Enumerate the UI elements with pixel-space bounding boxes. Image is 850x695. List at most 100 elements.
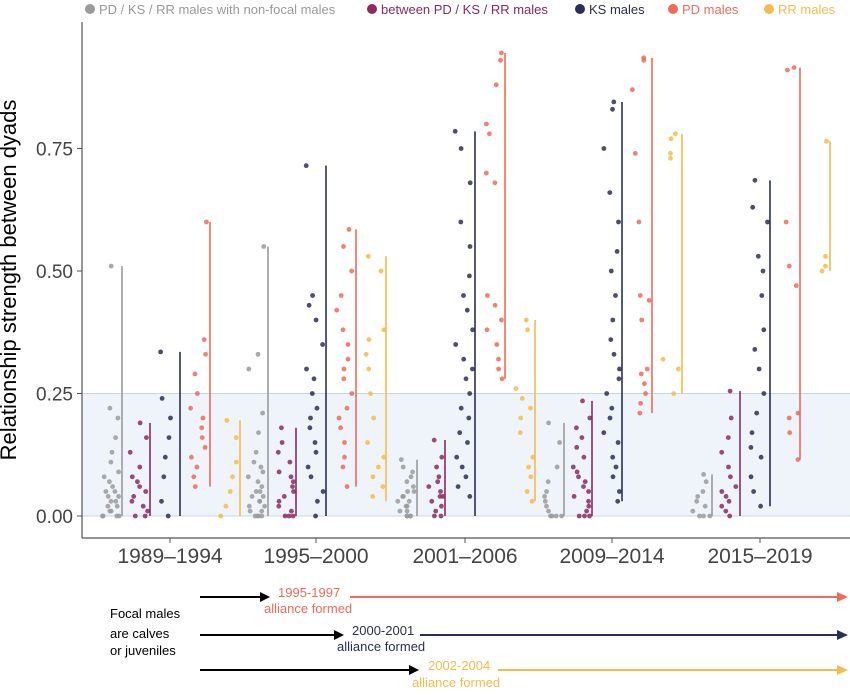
data-point xyxy=(457,430,463,436)
data-point xyxy=(719,503,725,509)
data-point xyxy=(401,494,406,499)
data-point xyxy=(338,293,344,298)
data-point xyxy=(255,479,261,485)
data-point xyxy=(529,498,535,504)
data-point xyxy=(616,376,622,382)
data-point xyxy=(458,146,464,151)
data-point xyxy=(608,268,614,274)
data-point xyxy=(410,469,415,475)
data-point xyxy=(750,204,756,210)
data-point xyxy=(610,317,616,323)
data-point xyxy=(137,484,143,489)
x-tick-label: 2009–2014 xyxy=(559,545,664,568)
data-point xyxy=(786,263,792,269)
data-point xyxy=(636,219,642,225)
data-point xyxy=(259,484,265,489)
data-point xyxy=(549,513,555,519)
data-point xyxy=(199,425,205,431)
data-point xyxy=(336,415,342,421)
data-point xyxy=(727,388,733,394)
data-point xyxy=(617,489,622,494)
data-point xyxy=(499,317,504,323)
legend-label-rr: RR males xyxy=(778,2,836,17)
data-point xyxy=(614,249,620,254)
data-point xyxy=(311,376,317,382)
data-point xyxy=(496,366,501,372)
pd-juvenile-arrowhead xyxy=(260,592,270,602)
data-point xyxy=(641,57,647,63)
x-tick-label: 1989–1994 xyxy=(117,545,222,568)
data-point xyxy=(314,405,320,411)
data-point xyxy=(223,503,229,509)
ks-alliance-arrowhead xyxy=(837,630,848,640)
data-point xyxy=(452,128,458,134)
data-point xyxy=(381,327,387,333)
data-point xyxy=(459,464,465,470)
data-point xyxy=(110,484,115,489)
data-point xyxy=(579,435,585,440)
data-point xyxy=(637,410,643,416)
data-point xyxy=(823,253,828,259)
data-point xyxy=(601,430,607,436)
x-tick-label: 2001–2006 xyxy=(412,545,517,568)
data-point xyxy=(748,474,754,480)
legend-marker-pd xyxy=(668,4,678,14)
data-point xyxy=(759,293,765,298)
data-point xyxy=(257,498,263,504)
data-point xyxy=(630,87,635,93)
data-point xyxy=(727,513,733,519)
data-point xyxy=(116,469,121,475)
data-point xyxy=(116,513,122,519)
data-point xyxy=(144,435,149,440)
data-point xyxy=(431,437,437,443)
ks-juvenile-arrowhead xyxy=(334,630,344,640)
data-point xyxy=(754,410,760,416)
data-point xyxy=(260,469,266,475)
y-tick-label: 0.50 xyxy=(36,262,73,283)
data-point xyxy=(611,99,617,105)
data-point xyxy=(676,366,681,372)
data-point xyxy=(109,449,115,455)
data-point xyxy=(381,454,387,460)
data-point xyxy=(255,351,261,357)
data-point xyxy=(276,498,282,504)
data-point xyxy=(308,474,314,480)
data-point xyxy=(458,219,464,225)
data-point xyxy=(365,440,370,445)
data-point xyxy=(404,508,410,514)
data-point xyxy=(461,293,466,298)
data-point xyxy=(494,342,500,347)
data-point xyxy=(557,440,562,445)
data-point xyxy=(723,494,729,499)
data-point xyxy=(586,503,592,509)
data-point xyxy=(819,268,825,274)
data-point xyxy=(518,415,524,421)
data-point xyxy=(582,479,588,485)
data-point xyxy=(233,435,239,440)
data-point xyxy=(608,337,614,342)
data-point xyxy=(758,503,763,509)
ks-alliance-years: 2000-2001 xyxy=(352,623,414,638)
data-point xyxy=(492,302,498,308)
data-point xyxy=(470,366,475,372)
data-point xyxy=(370,474,376,480)
data-point xyxy=(615,440,621,445)
data-point xyxy=(260,494,266,499)
data-point xyxy=(338,425,343,431)
data-point xyxy=(728,474,733,480)
data-point xyxy=(131,494,137,499)
legend-marker-between xyxy=(367,4,377,14)
data-point xyxy=(440,494,446,499)
timeline-caption-line-3: or juveniles xyxy=(110,643,176,658)
data-point xyxy=(252,513,258,519)
data-point xyxy=(702,503,708,509)
data-point xyxy=(465,440,470,445)
legend-marker-nonfocal xyxy=(85,4,95,14)
data-point xyxy=(453,342,459,347)
data-point xyxy=(723,508,729,514)
data-point xyxy=(306,302,312,308)
data-point xyxy=(544,503,549,509)
data-point xyxy=(192,371,198,377)
data-point xyxy=(576,474,581,480)
data-point xyxy=(574,469,580,475)
